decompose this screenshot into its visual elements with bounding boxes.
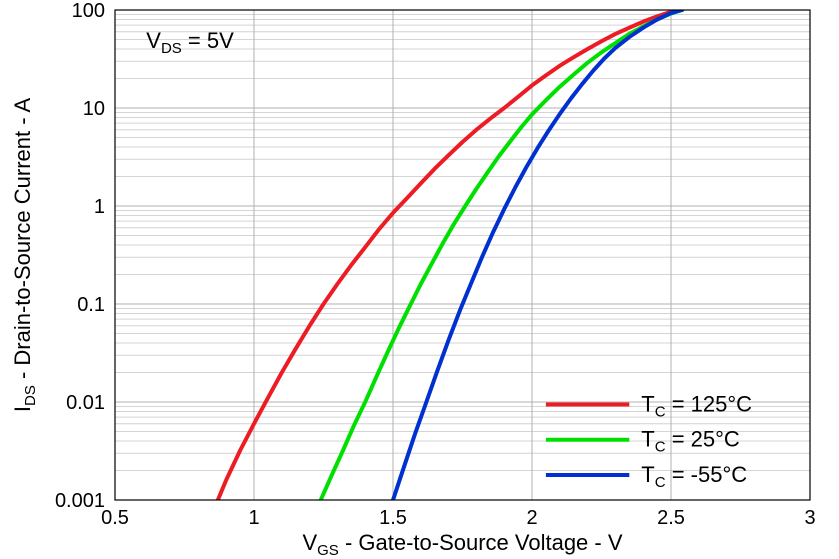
y-tick-label: 0.001 (55, 490, 105, 512)
x-tick-label: 1 (248, 507, 259, 529)
x-tick-label: 0.5 (101, 507, 129, 529)
y-tick-label: 0.01 (66, 392, 105, 414)
x-tick-label: 1.5 (379, 507, 407, 529)
y-tick-label: 0.1 (77, 294, 105, 316)
condition-annotation: VDS = 5V (146, 28, 234, 57)
y-tick-label: 100 (72, 0, 105, 22)
x-tick-label: 3 (804, 507, 815, 529)
x-tick-label: 2.5 (657, 507, 685, 529)
y-tick-label: 10 (83, 98, 105, 120)
x-axis-label: VGS - Gate-to-Source Voltage - V (302, 530, 622, 559)
chart-svg: 0.5 1 1.5 2 2.5 3 0.001 0.01 0.1 1 10 100 VGS - Gate… (0, 0, 839, 559)
x-tick-label: 2 (526, 507, 537, 529)
y-axis-label: IDS - Drain-to-Source Current - A (10, 98, 39, 413)
transfer-characteristics-chart: { "chart": { "type": "line", "width": 83… (0, 0, 839, 559)
y-tick-label: 1 (94, 196, 105, 218)
